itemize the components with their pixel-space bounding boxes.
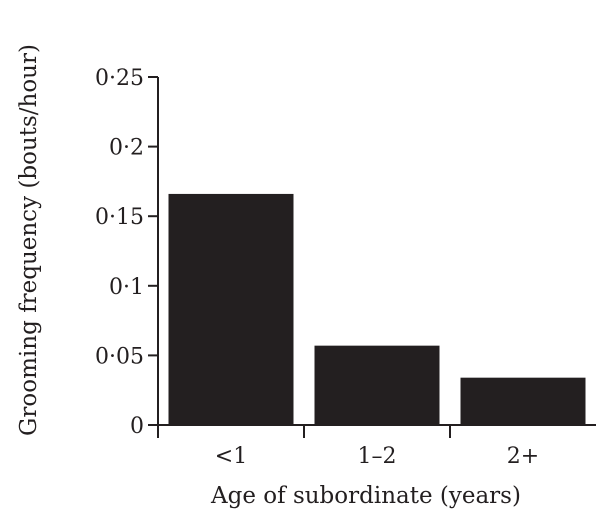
bars <box>168 193 586 425</box>
y-tick-label: 0·15 <box>95 205 144 230</box>
y-ticks: 0 0·05 0·1 0·15 0·2 0·25 <box>95 66 158 439</box>
y-tick-label: 0·1 <box>109 275 144 300</box>
y-tick-label: 0·05 <box>95 344 144 369</box>
bar-2 <box>314 345 440 425</box>
x-tick-label: 1–2 <box>358 444 397 469</box>
y-tick-label: 0·2 <box>109 136 144 161</box>
x-axis-title: Age of subordinate (years) <box>210 483 521 509</box>
y-tick-label: 0·25 <box>95 66 144 91</box>
axes <box>148 77 596 438</box>
y-tick-label: 0 <box>130 414 144 439</box>
bar-3 <box>460 377 586 425</box>
bar-1 <box>168 193 294 425</box>
y-axis-title: Grooming frequency (bouts/hour) <box>16 44 42 436</box>
x-tick-label: 2+ <box>507 444 539 469</box>
x-ticks: <1 1–2 2+ <box>215 425 539 469</box>
x-tick-label: <1 <box>215 444 247 469</box>
